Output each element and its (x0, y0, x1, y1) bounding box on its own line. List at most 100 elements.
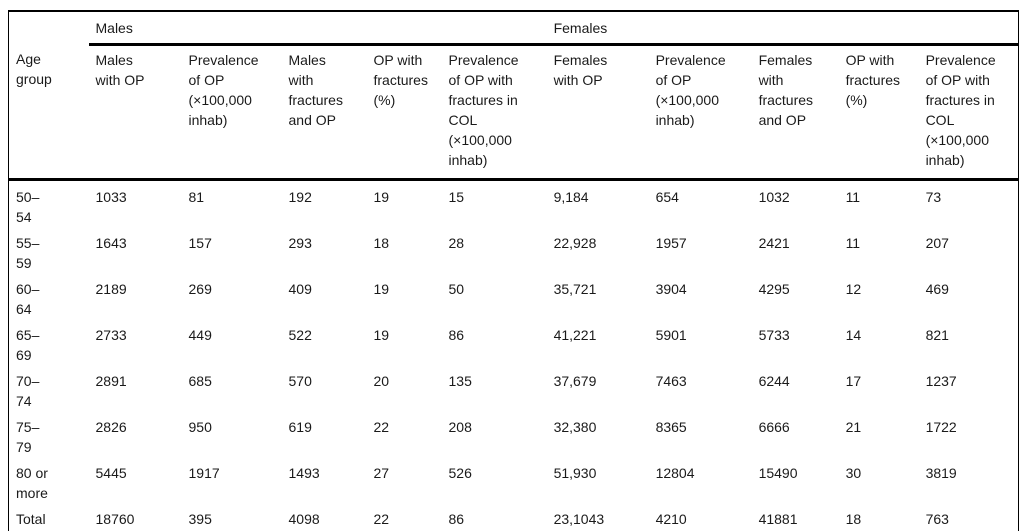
value-cell: 81 (188, 189, 205, 205)
value-cell: 654 (655, 189, 679, 205)
value-cell: 18 (845, 511, 862, 527)
column-header: Prevalence of OP (×100,000 inhab) (181, 44, 282, 181)
value-cell: 1917 (188, 465, 220, 481)
value-cell: 9,184 (553, 189, 589, 205)
prevalence-table: Males Females Age group Males with OP Pr… (8, 10, 1020, 531)
value-cell: 20 (373, 373, 390, 389)
value-cell: 37,679 (553, 373, 597, 389)
value-cell: 157 (188, 235, 212, 251)
value-cell: 14 (845, 327, 862, 343)
value-cell: 35,721 (553, 281, 597, 297)
column-header: Males with fractures and OP (281, 44, 367, 181)
value-cell: 449 (188, 327, 212, 343)
value-cell: 5901 (655, 327, 687, 343)
age-cell: 70– 74 (16, 373, 40, 409)
value-cell: 2826 (95, 419, 127, 435)
table-row: 65– 69 2733 449 522 19 86 41,221 5901 57… (9, 321, 1019, 367)
value-cell: 3904 (655, 281, 687, 297)
age-cell: 65– 69 (16, 327, 40, 363)
value-cell: 11 (845, 235, 861, 251)
value-cell: 135 (448, 373, 472, 389)
value-cell: 469 (925, 281, 949, 297)
value-cell: 950 (188, 419, 212, 435)
value-cell: 293 (288, 235, 312, 251)
value-cell: 22 (373, 511, 390, 527)
value-cell: 1237 (925, 373, 957, 389)
value-cell: 2189 (95, 281, 127, 297)
column-header: OP with fractures (%) (838, 44, 919, 181)
value-cell: 5445 (95, 465, 127, 481)
value-cell: 41,221 (553, 327, 597, 343)
value-cell: 1493 (288, 465, 320, 481)
value-cell: 2733 (95, 327, 127, 343)
table-row: 60– 64 2189 269 409 19 50 35,721 3904 42… (9, 275, 1019, 321)
value-cell: 86 (448, 511, 465, 527)
age-cell: 50– 54 (16, 189, 40, 225)
value-cell: 208 (448, 419, 472, 435)
value-cell: 51,930 (553, 465, 597, 481)
value-cell: 409 (288, 281, 312, 297)
value-cell: 2891 (95, 373, 127, 389)
value-cell: 570 (288, 373, 312, 389)
value-cell: 41881 (758, 511, 798, 527)
value-cell: 19 (373, 327, 390, 343)
value-cell: 21 (845, 419, 862, 435)
value-cell: 6244 (758, 373, 790, 389)
age-cell: 55– 59 (16, 235, 40, 271)
value-cell: 1722 (925, 419, 957, 435)
column-header: Males with OP (88, 44, 182, 181)
table-row: 50– 54 1033 81 192 19 15 9,184 654 1032 … (9, 180, 1019, 230)
value-cell: 17 (845, 373, 862, 389)
value-cell: 1643 (95, 235, 127, 251)
value-cell: 821 (925, 327, 949, 343)
value-cell: 5733 (758, 327, 790, 343)
value-cell: 763 (925, 511, 949, 527)
value-cell: 18760 (95, 511, 135, 527)
table-row: 70– 74 2891 685 570 20 135 37,679 7463 6… (9, 367, 1019, 413)
group-header-males: Males (88, 11, 547, 46)
column-header: Females with fractures and OP (751, 44, 839, 181)
column-header: Prevalence of OP (×100,000 inhab) (648, 44, 752, 181)
value-cell: 522 (288, 327, 312, 343)
value-cell: 15490 (758, 465, 798, 481)
value-cell: 8365 (655, 419, 687, 435)
value-cell: 32,380 (553, 419, 597, 435)
value-cell: 619 (288, 419, 312, 435)
group-header-row: Males Females (9, 11, 1019, 46)
value-cell: 28 (448, 235, 465, 251)
column-header: Prevalence of OP with fractures in COL (… (441, 44, 547, 181)
value-cell: 86 (448, 327, 465, 343)
corner-cell (9, 11, 89, 45)
value-cell: 269 (188, 281, 212, 297)
value-cell: 18 (373, 235, 390, 251)
value-cell: 30 (845, 465, 862, 481)
column-header: OP with fractures (%) (366, 44, 442, 181)
value-cell: 1033 (95, 189, 127, 205)
value-cell: 4295 (758, 281, 790, 297)
value-cell: 1957 (655, 235, 687, 251)
table-row: 55– 59 1643 157 293 18 28 22,928 1957 24… (9, 229, 1019, 275)
value-cell: 19 (373, 189, 390, 205)
column-header: Females with OP (546, 44, 649, 181)
table-row: 75– 79 2826 950 619 22 208 32,380 8365 6… (9, 413, 1019, 459)
value-cell: 22,928 (553, 235, 597, 251)
value-cell: 73 (925, 189, 942, 205)
column-header-row: Age group Males with OP Prevalence of OP… (8, 44, 1019, 181)
value-cell: 395 (188, 511, 212, 527)
value-cell: 19 (373, 281, 390, 297)
value-cell: 3819 (925, 465, 957, 481)
value-cell: 50 (448, 281, 465, 297)
value-cell: 192 (288, 189, 312, 205)
value-cell: 685 (188, 373, 212, 389)
age-cell: Total (16, 511, 46, 527)
age-cell: 80 or more (16, 465, 48, 501)
value-cell: 2421 (758, 235, 790, 251)
value-cell: 4098 (288, 511, 320, 527)
group-header-females: Females (546, 11, 1019, 46)
column-header: Prevalence of OP with fractures in COL (… (918, 44, 1019, 181)
value-cell: 7463 (655, 373, 687, 389)
value-cell: 12804 (655, 465, 695, 481)
age-group-header: Age group (8, 44, 89, 181)
value-cell: 23,1043 (553, 511, 605, 527)
